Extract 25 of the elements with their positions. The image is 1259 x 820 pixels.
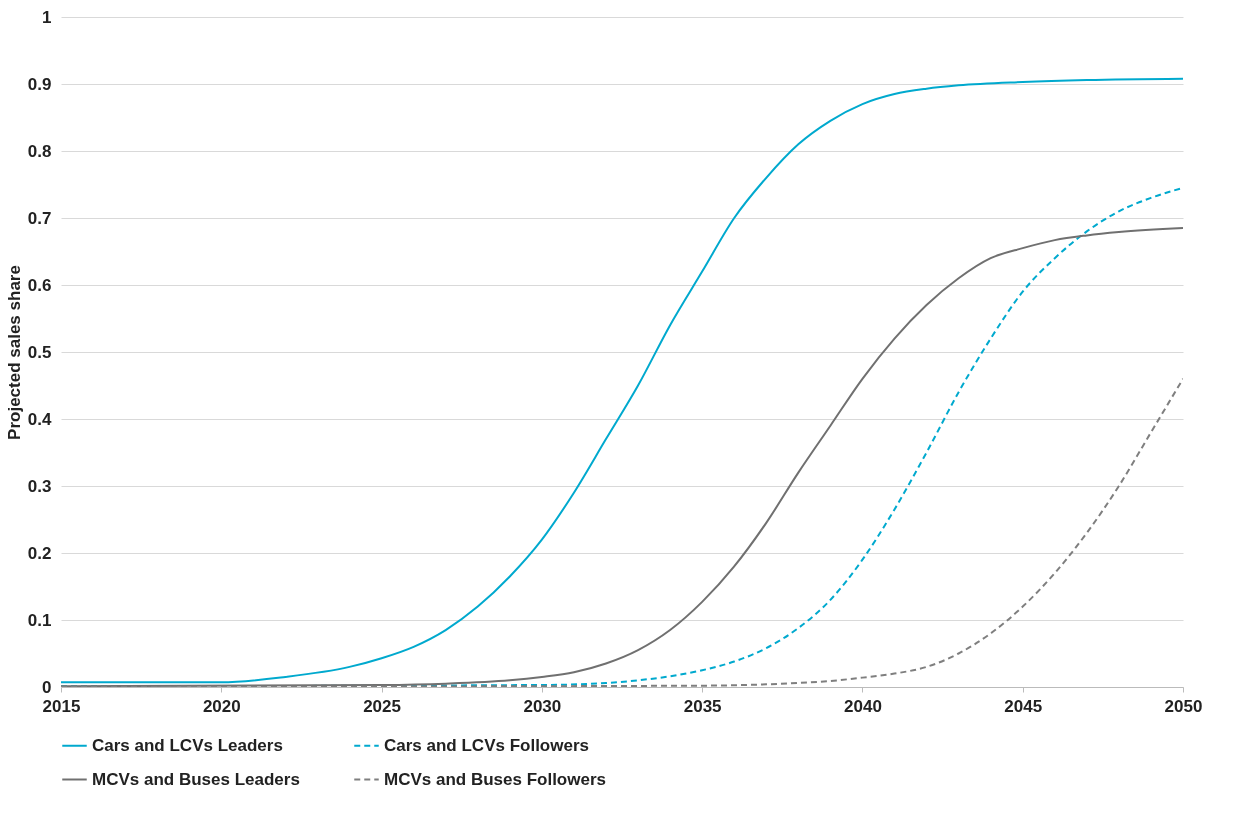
- y-tick-label: 0.6: [27, 275, 52, 295]
- x-tick-label: 2045: [1004, 696, 1043, 716]
- legend-label: MCVs and Buses Leaders: [92, 769, 300, 789]
- y-tick-label: 0: [42, 677, 52, 697]
- x-tick-label: 2015: [42, 696, 81, 716]
- y-tick-label: 1: [42, 7, 52, 27]
- y-tick-label: 0.2: [27, 543, 52, 563]
- y-tick-label: 0.4: [27, 409, 53, 429]
- line-series: [61, 77, 1183, 684]
- legend-label: Cars and LCVs Leaders: [92, 735, 283, 755]
- x-tick-label: 2050: [1164, 696, 1203, 716]
- x-tick-label: 2020: [202, 696, 241, 716]
- legend-label: Cars and LCVs Followers: [384, 735, 589, 755]
- y-tick-label: 0.5: [27, 342, 52, 362]
- y-tick-label: 0.9: [27, 74, 52, 94]
- x-tick-label: 2025: [363, 696, 401, 716]
- y-tick-label: 0.7: [27, 208, 52, 228]
- x-tick-label: 2030: [523, 696, 562, 716]
- y-tick-label: 0.3: [27, 476, 52, 496]
- y-axis-title: Projected sales share: [4, 265, 24, 440]
- y-tick-label: 0.1: [27, 610, 52, 630]
- legend-label: MCVs and Buses Followers: [384, 769, 606, 789]
- x-tick-label: 2040: [844, 696, 882, 716]
- y-tick-label: 0.8: [27, 141, 52, 161]
- x-tick-label: 2035: [683, 696, 722, 716]
